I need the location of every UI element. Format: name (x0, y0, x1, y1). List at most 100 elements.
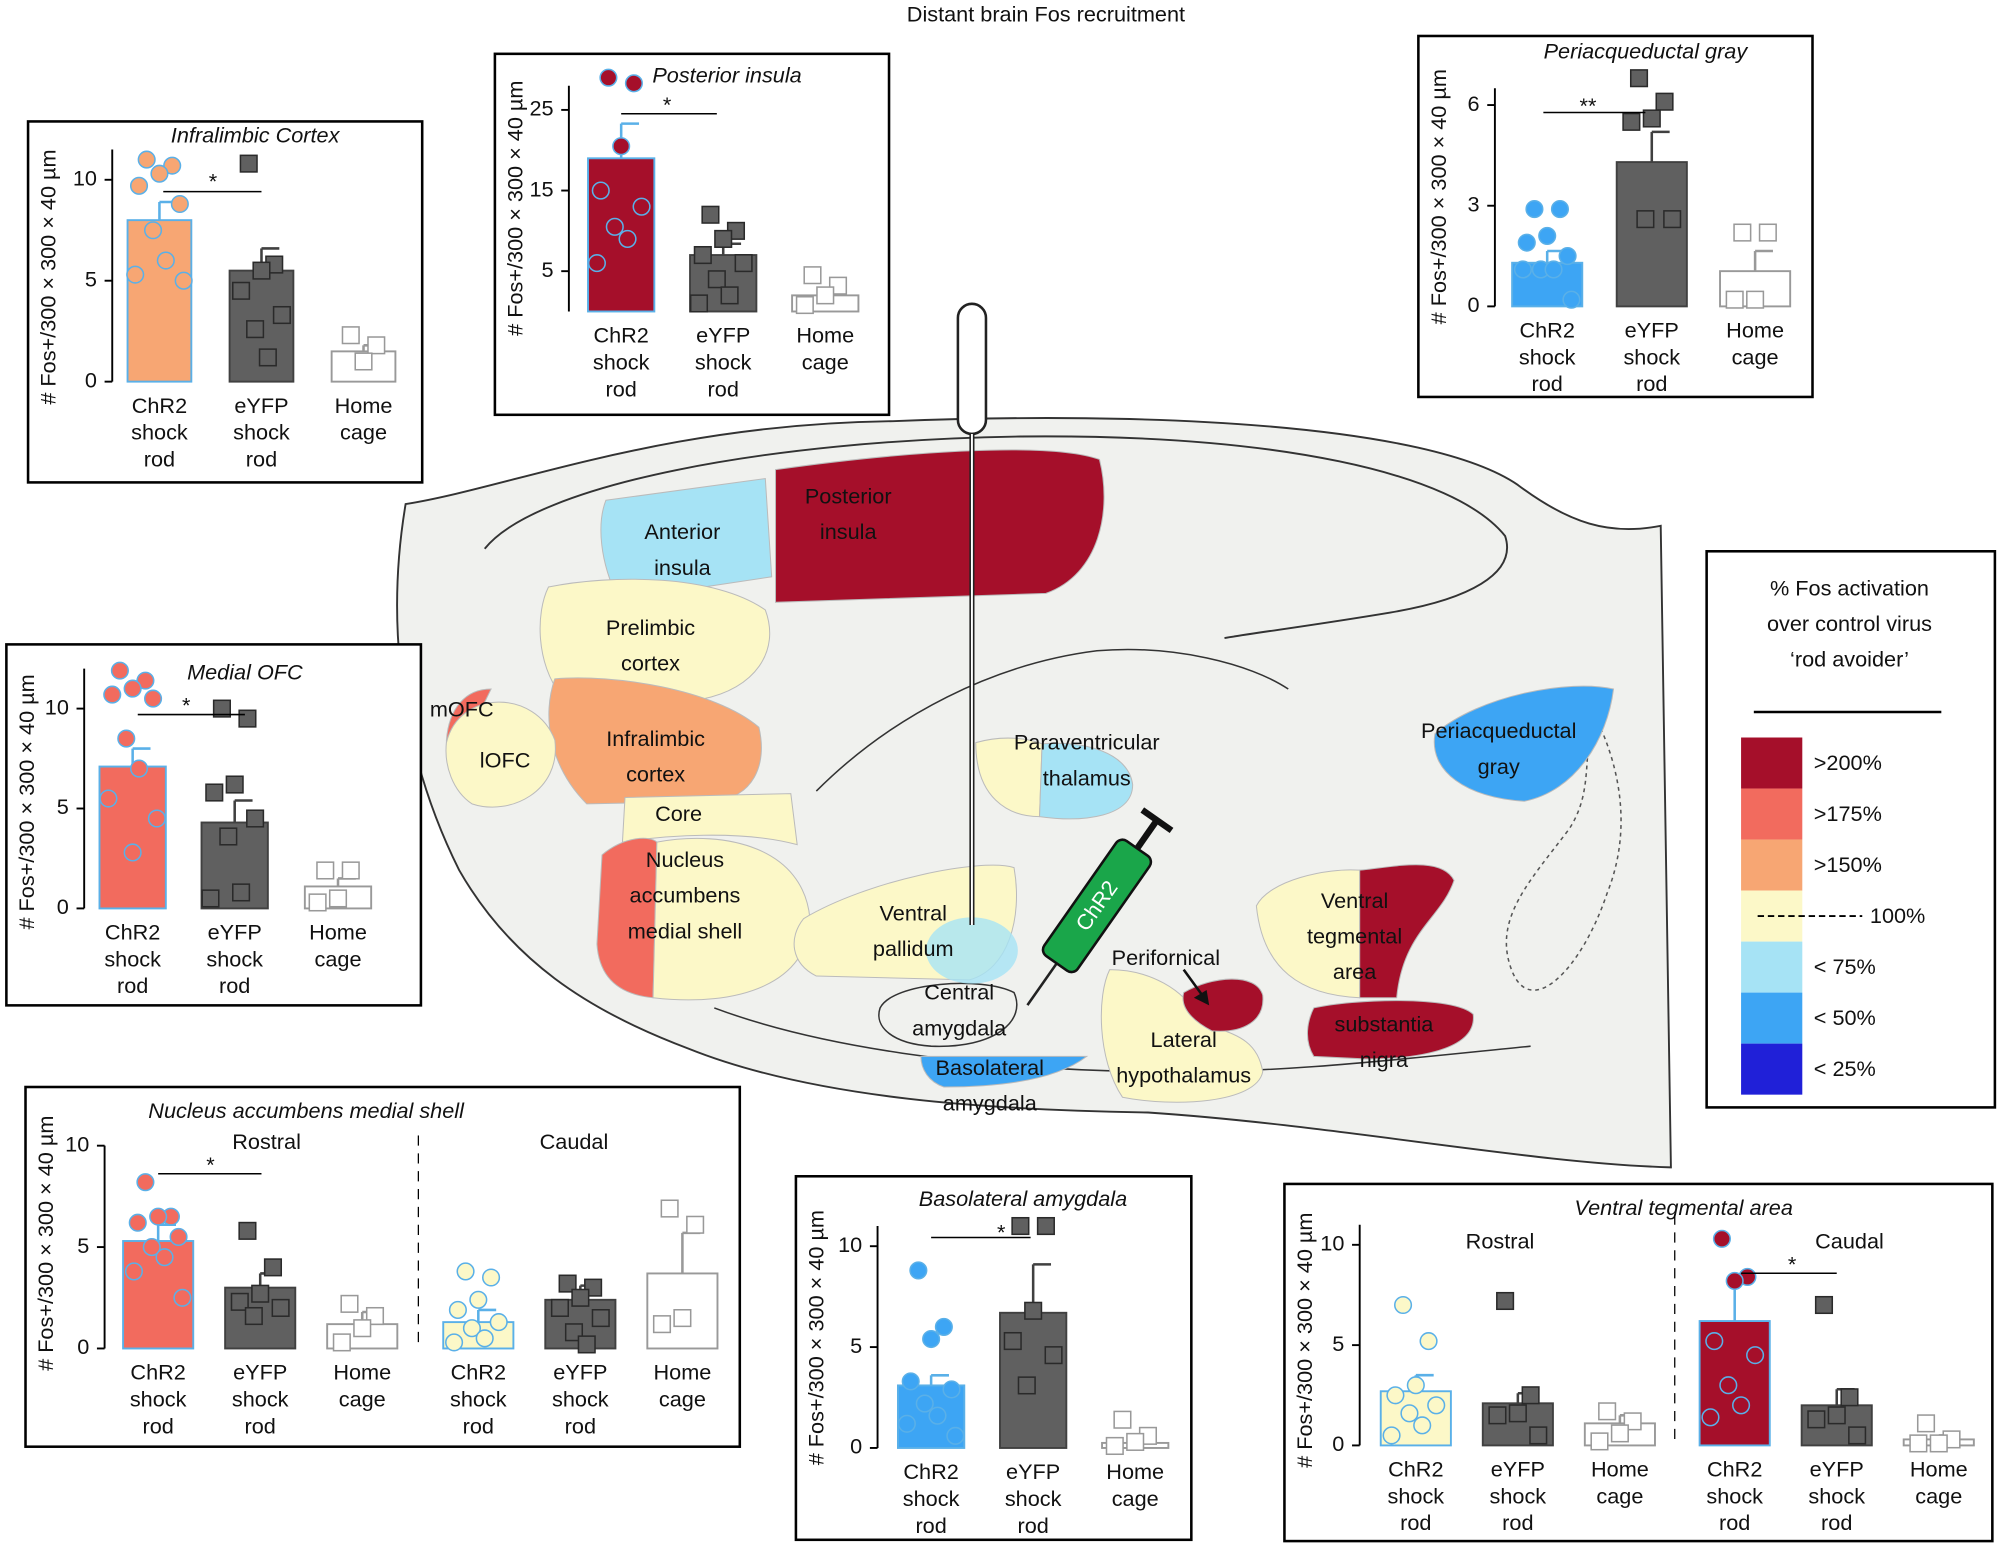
region-label-layer: Posterior insula Anterior insula Prelimbic co… (430, 483, 1577, 1115)
data-point (316, 861, 335, 880)
x-tick-label: rod (1636, 371, 1667, 396)
data-point (128, 1213, 147, 1232)
data-point (1848, 1426, 1867, 1445)
y-tick-label: 15 (529, 176, 553, 201)
x-tick-label: cage (1915, 1483, 1962, 1508)
y-tick-label: 25 (529, 96, 553, 121)
data-point (1629, 69, 1649, 88)
y-tick-label: 6 (1468, 91, 1480, 116)
x-tick-label: shock (131, 420, 188, 445)
data-point (1003, 1331, 1022, 1351)
plunger-handle (1140, 807, 1174, 834)
data-point (1113, 1410, 1132, 1429)
data-point (605, 217, 624, 236)
x-tick-label: shock (552, 1387, 609, 1412)
y-tick-label: 0 (1332, 1431, 1344, 1456)
y-tick-label: 3 (1468, 191, 1480, 216)
region-label: mOFC (430, 696, 494, 721)
data-point (489, 1313, 508, 1332)
data-point (1733, 223, 1752, 242)
legend-label: < 50% (1814, 1005, 1876, 1030)
x-tick-label: cage (1112, 1486, 1159, 1511)
x-tick-label: shock (450, 1387, 507, 1412)
y-tick-label: 0 (85, 367, 97, 392)
data-point (212, 699, 231, 718)
data-point (1024, 1301, 1043, 1320)
y-axis-label: # Fos+/300 × 300 × 40 µm (14, 674, 39, 929)
data-point (150, 164, 169, 183)
light-glow (926, 917, 1018, 984)
syringe: ChR2 (1026, 807, 1174, 1006)
data-point (1496, 1291, 1515, 1311)
x-tick-label: ChR2 (130, 1360, 185, 1385)
x-tick-label: ChR2 (1707, 1457, 1762, 1482)
x-tick-label: cage (1732, 344, 1779, 369)
x-tick-label: ChR2 (132, 393, 187, 418)
data-point (219, 827, 238, 846)
x-tick-label: rod (1502, 1510, 1533, 1535)
data-point (571, 1288, 590, 1307)
data-point (1663, 210, 1682, 229)
region-label: Infralimbic (606, 726, 705, 751)
data-point (126, 265, 145, 284)
data-point (1488, 1406, 1507, 1425)
y-axis-label: # Fos+/300 × 300 × 40 µm (1292, 1213, 1317, 1468)
x-tick-label: Home (1591, 1457, 1649, 1482)
data-point (1400, 1404, 1419, 1423)
data-point (170, 194, 189, 214)
y-tick-label: 5 (542, 257, 554, 282)
region-label: cortex (626, 762, 685, 787)
x-tick-label: Home (333, 1360, 391, 1385)
significance-label: ** (1580, 93, 1597, 118)
x-tick-label: ChR2 (451, 1360, 506, 1385)
data-point (909, 1261, 928, 1280)
x-tick-label: rod (246, 446, 277, 471)
data-point (624, 74, 643, 93)
x-tick-label: eYFP (1491, 1457, 1545, 1482)
data-point (901, 1372, 920, 1391)
x-tick-label: shock (1519, 344, 1576, 369)
region-label: lOFC (480, 747, 531, 772)
data-point (99, 789, 118, 808)
y-tick-label: 0 (57, 894, 69, 919)
perifornical-arrow (1182, 968, 1206, 999)
data-point (1701, 1408, 1720, 1427)
data-point (137, 150, 156, 169)
data-point (239, 154, 258, 173)
data-point (205, 783, 224, 802)
x-tick-label: shock (104, 946, 161, 971)
data-point (1916, 1414, 1936, 1433)
region-label: Lateral (1151, 1027, 1217, 1052)
x-tick-label: shock (206, 946, 263, 971)
legend: % Fos activation over control virus ‘rod… (1705, 550, 1997, 1109)
x-tick-label: Home (653, 1360, 711, 1385)
data-point (632, 197, 651, 216)
data-point (922, 1329, 941, 1349)
data-point (1719, 1376, 1738, 1395)
data-point (591, 1309, 610, 1328)
x-tick-label: shock (593, 350, 650, 375)
data-point (591, 181, 610, 200)
region-label: hypothalamus (1116, 1063, 1251, 1088)
data-point (1807, 1410, 1826, 1429)
x-tick-label: rod (1821, 1510, 1852, 1535)
data-point (803, 266, 822, 285)
x-tick-label: cage (339, 1387, 386, 1412)
data-point (795, 295, 814, 315)
data-point (252, 261, 271, 280)
data-point (693, 245, 712, 265)
data-point (448, 1300, 467, 1320)
chart-title: Ventral tegmental area (1574, 1195, 1792, 1220)
data-point (1525, 200, 1544, 219)
x-tick-label: shock (1005, 1486, 1062, 1511)
legend-label: < 25% (1814, 1056, 1876, 1081)
data-point (332, 1333, 351, 1352)
legend-swatch (1741, 839, 1803, 891)
data-point (201, 889, 220, 908)
brain-region (1182, 978, 1264, 1032)
y-axis-label: # Fos+/300 × 300 × 40 µm (33, 1116, 58, 1371)
cortex-line (483, 435, 1508, 639)
cerebellum-line (1505, 714, 1622, 991)
panel-frame (26, 120, 424, 484)
